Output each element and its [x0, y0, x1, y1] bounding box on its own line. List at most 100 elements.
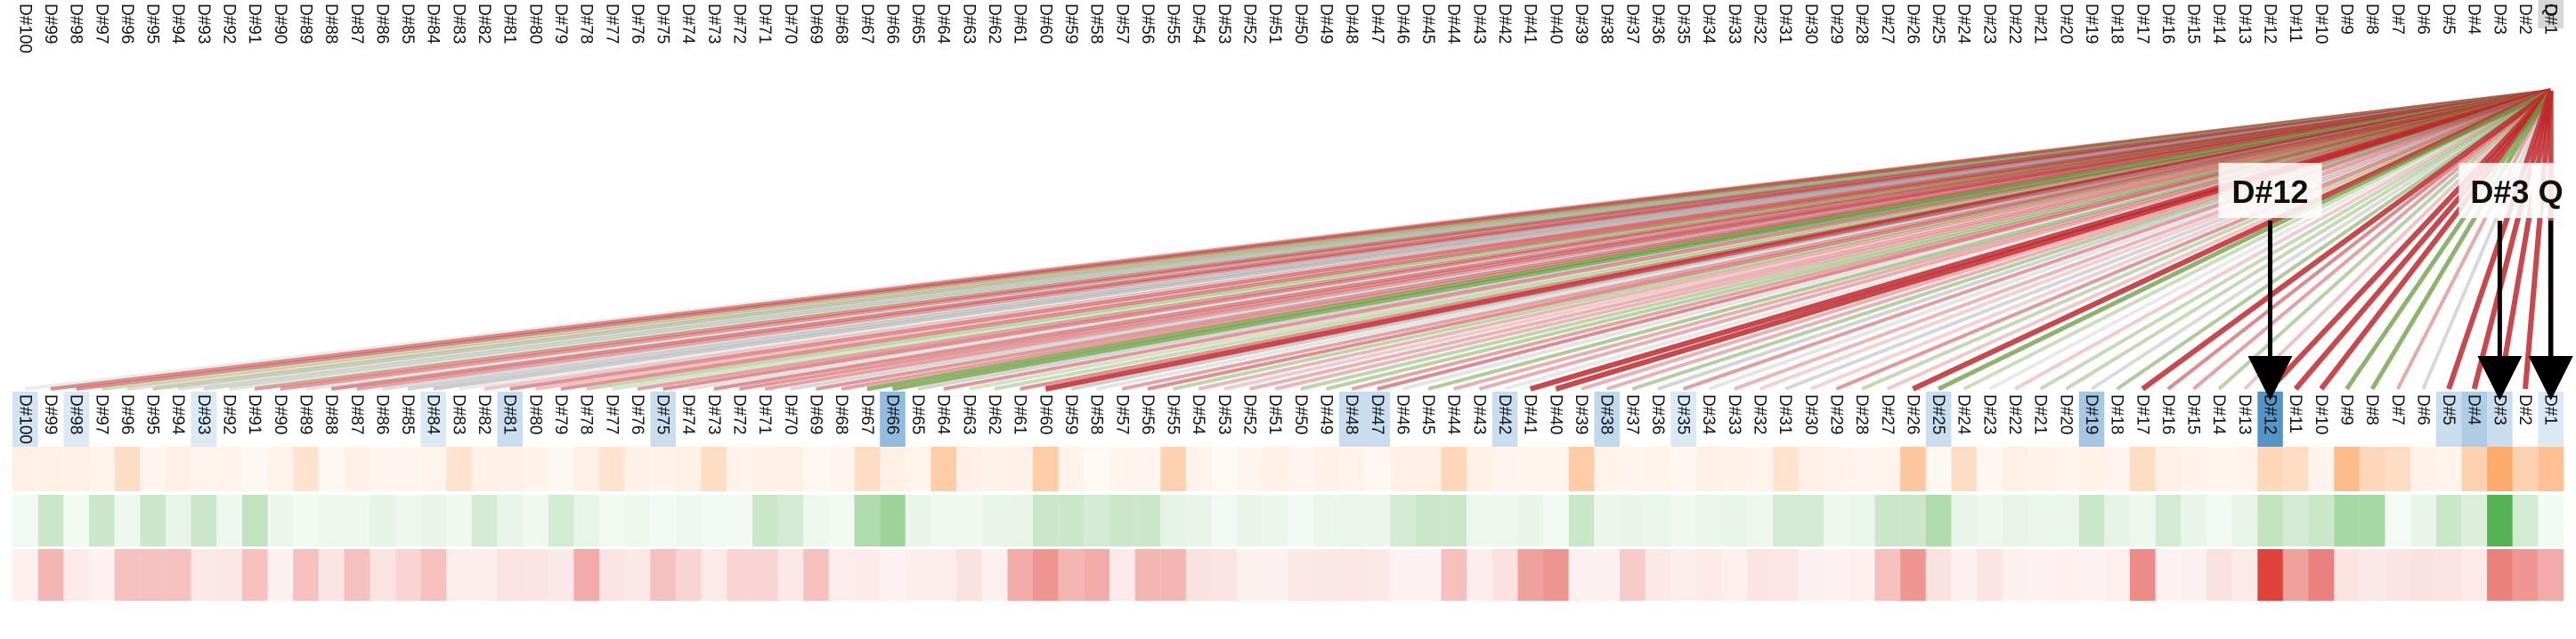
bottom-doc-label: D#29 [1826, 394, 1845, 434]
heat-cell-orange [471, 447, 498, 491]
top-doc-label: D#83 [449, 4, 467, 44]
heat-cell-red [598, 549, 625, 601]
bottom-doc-label: D#68 [832, 394, 850, 434]
heat-cell-orange [2385, 447, 2411, 491]
heat-cell-red [1594, 549, 1620, 601]
heat-cell-red [1900, 549, 1926, 601]
heat-cell-orange [624, 447, 651, 491]
heat-cell-red [1951, 549, 1978, 601]
connection-line [1937, 88, 2552, 392]
top-doc-label: D#42 [1495, 4, 1514, 44]
heat-cell-red [2002, 549, 2028, 601]
heat-cell-red [471, 549, 498, 601]
heat-cell-green [267, 495, 294, 546]
connection-line [229, 89, 2551, 391]
bottom-doc-label: D#3 [2490, 394, 2508, 425]
heat-cell-green [1721, 495, 1748, 546]
connection-line [2497, 90, 2554, 390]
bottom-doc-label: D#98 [67, 394, 85, 434]
bottom-doc-label: D#33 [1725, 394, 1743, 434]
top-doc-label: D#59 [1061, 4, 1080, 44]
connection-line [1631, 89, 2552, 391]
heat-cell-red [191, 549, 217, 601]
bottom-doc-cell [1619, 392, 1646, 447]
heat-cell-orange [2461, 447, 2488, 491]
heat-cell-orange [675, 447, 702, 491]
top-doc-label: D#17 [2133, 4, 2151, 44]
bottom-doc-cell [2104, 392, 2130, 447]
heat-cell-red [63, 549, 89, 601]
bottom-doc-label: D#93 [194, 394, 213, 434]
bottom-doc-cell [1874, 392, 1901, 447]
heat-cell-green [2435, 495, 2462, 546]
bottom-doc-label: D#14 [2209, 394, 2228, 435]
heat-cell-red [1670, 549, 1696, 601]
connection-line [152, 89, 2551, 391]
heat-cell-orange [2512, 447, 2539, 491]
top-doc-label: D#56 [1138, 4, 1157, 44]
bottom-doc-cell [191, 392, 217, 447]
bottom-doc-label: D#84 [424, 394, 443, 435]
bottom-doc-cell [1491, 392, 1518, 447]
heat-cell-orange [1058, 447, 1085, 491]
bottom-header-row: QD#1D#2D#3D#4D#5D#6D#7D#8D#9D#10D#11D#12… [12, 392, 2564, 447]
bottom-doc-label: D#10 [2312, 394, 2330, 434]
bottom-doc-cell [344, 392, 370, 447]
top-doc-label: D#99 [41, 4, 60, 44]
bottom-doc-cell [523, 392, 549, 447]
bottom-doc-cell [1849, 392, 1875, 447]
bottom-doc-cell [1160, 392, 1186, 447]
bottom-doc-cell [1134, 392, 1161, 447]
bottom-doc-label: D#58 [1087, 394, 1106, 434]
heat-cell-orange [114, 447, 141, 491]
callout-label: Q [2539, 174, 2564, 210]
heat-cell-red [1160, 549, 1186, 601]
bottom-doc-cell [752, 392, 778, 447]
heat-cell-red [140, 549, 166, 601]
bottom-doc-label: D#35 [1674, 394, 1693, 434]
bottom-doc-label: D#81 [500, 394, 519, 434]
heat-cell-red [701, 549, 727, 601]
heat-cell-green [1645, 495, 1671, 546]
top-doc-label: D#18 [2108, 4, 2126, 44]
top-doc-label: D#19 [2082, 4, 2101, 44]
bottom-doc-label: D#64 [934, 394, 953, 435]
heat-cell-green [1313, 495, 1339, 546]
bottom-doc-label: D#56 [1138, 394, 1157, 434]
connection-line [586, 89, 2551, 391]
heat-cell-green [828, 495, 855, 546]
heat-cell-orange [37, 447, 64, 491]
top-query-label: Q [2541, 4, 2560, 17]
heat-cell-green [1262, 495, 1288, 546]
top-doc-label: D#84 [424, 4, 443, 44]
heat-cell-green [523, 495, 549, 546]
top-doc-label: D#23 [1979, 4, 1998, 44]
heat-cell-red [675, 549, 702, 601]
heat-cell-red [1568, 549, 1595, 601]
top-doc-label: D#97 [92, 4, 110, 44]
top-doc-label: D#87 [347, 4, 366, 44]
heat-cell-green [905, 495, 931, 546]
bottom-doc-label: D#12 [2261, 394, 2279, 434]
heat-cell-red [930, 549, 957, 601]
bottom-doc-cell [165, 392, 191, 447]
heat-cell-red [2104, 549, 2130, 601]
heat-cell-orange [650, 447, 676, 491]
bottom-doc-cell [650, 392, 676, 447]
connection-lines [25, 88, 2554, 392]
heat-cell-orange [2129, 447, 2156, 491]
bottom-doc-cell [114, 392, 141, 447]
bottom-doc-label: D#34 [1699, 394, 1718, 435]
bottom-doc-label: D#15 [2184, 394, 2203, 434]
heat-cell-red [1211, 549, 1238, 601]
bottom-doc-cell [1747, 392, 1773, 447]
connection-line [1784, 89, 2552, 391]
top-doc-label: D#76 [628, 4, 646, 44]
heat-cell-green [497, 495, 523, 546]
bottom-doc-cell [318, 392, 345, 447]
heat-cell-green [803, 495, 829, 546]
connection-line [330, 89, 2551, 391]
heat-cell-orange [370, 447, 395, 491]
bottom-doc-cell [446, 392, 472, 447]
heat-cell-red [1619, 549, 1646, 601]
